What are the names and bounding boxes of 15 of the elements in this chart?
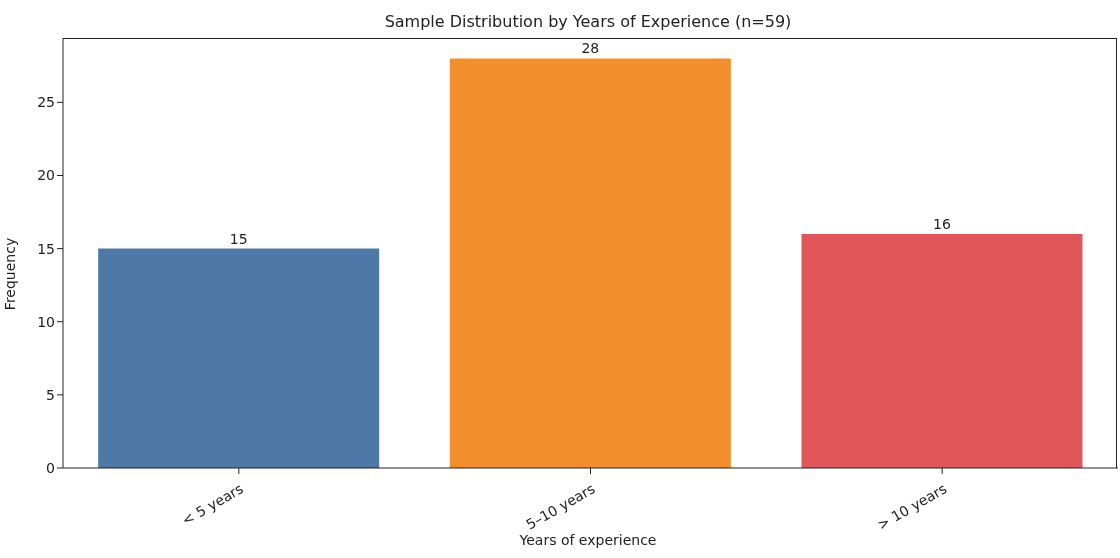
data-label: 15 — [229, 230, 248, 247]
y-tick-label: 20 — [37, 167, 55, 184]
y-tick-label: 5 — [46, 386, 55, 403]
bar — [449, 58, 731, 468]
data-label: 16 — [933, 215, 951, 232]
bar — [801, 233, 1083, 468]
data-label: 28 — [581, 40, 600, 57]
y-tick-label: 0 — [46, 459, 55, 476]
y-axis-title: Frequency — [2, 237, 18, 311]
y-tick-label: 10 — [37, 313, 55, 330]
chart-title: Sample Distribution by Years of Experience (n=59) — [383, 12, 793, 31]
y-tick-label: 25 — [37, 94, 55, 111]
bar — [98, 248, 380, 468]
x-axis-title: Years of experience — [518, 532, 658, 548]
y-tick-label: 15 — [37, 240, 55, 257]
